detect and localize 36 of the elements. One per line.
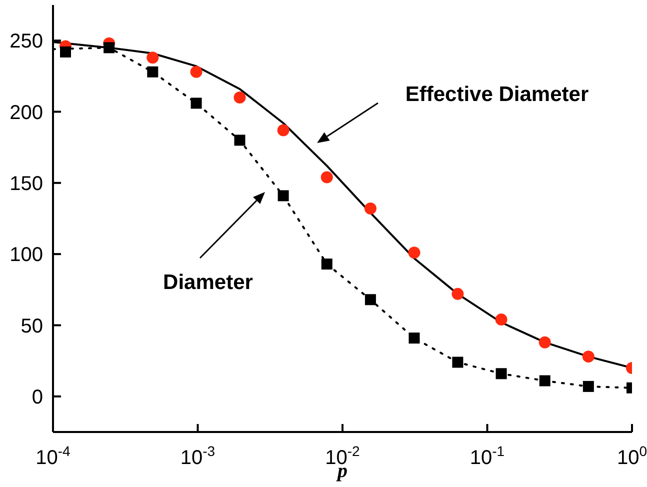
point	[104, 42, 115, 54]
point	[190, 98, 202, 109]
point	[495, 314, 508, 326]
point	[539, 375, 550, 386]
point	[321, 258, 332, 270]
y-tick-label: 200	[10, 102, 43, 124]
point	[234, 92, 246, 104]
point	[277, 124, 290, 136]
x-tick-label: 10$^{0}$	[616, 443, 647, 469]
point	[496, 368, 507, 380]
point	[278, 190, 289, 202]
point	[146, 52, 159, 64]
point	[60, 46, 71, 58]
y-tick-label: 50	[20, 315, 43, 338]
point	[364, 294, 376, 306]
point	[234, 134, 246, 146]
y-tick-label: 250	[10, 30, 43, 53]
point	[364, 202, 376, 215]
y-tick-label: 0	[32, 386, 43, 408]
point	[452, 356, 464, 368]
y-tick-label: 100	[10, 244, 43, 266]
point	[190, 66, 202, 78]
point	[582, 380, 594, 392]
point	[320, 171, 333, 184]
point	[408, 246, 420, 259]
point	[538, 336, 551, 348]
point	[408, 332, 420, 344]
y-tick-label: 150	[10, 172, 43, 195]
x-tick-label: 10$^{-1}$	[470, 443, 505, 469]
point	[147, 66, 158, 78]
point	[582, 350, 594, 363]
annotation: Effective Diameter	[405, 83, 589, 106]
point	[452, 288, 464, 300]
x-tick-label: 10$^{-3}$	[180, 443, 216, 469]
annotation: Diameter	[163, 271, 253, 294]
x-tick-label: 10$^{-4}$	[36, 443, 71, 469]
